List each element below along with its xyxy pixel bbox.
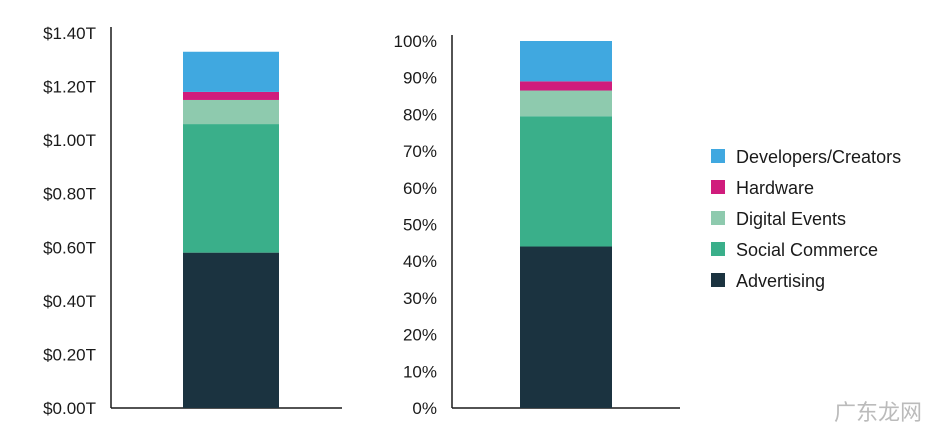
bar-segment-social-commerce [183, 124, 279, 253]
legend-label: Social Commerce [736, 240, 878, 260]
bar-segment-social-commerce [520, 116, 612, 247]
bar-segment-advertising [520, 246, 612, 408]
watermark: 广东龙网 [834, 401, 922, 426]
y-tick-label: 20% [403, 326, 437, 345]
y-tick-label: 90% [403, 69, 437, 88]
y-tick-label: 70% [403, 142, 437, 161]
bar-segment-digital-events [183, 99, 279, 125]
y-tick-label: $1.00T [43, 131, 96, 150]
bar-segment-developers-creators [520, 41, 612, 82]
y-tick-label: $1.20T [43, 78, 96, 97]
legend-label: Advertising [736, 271, 825, 291]
y-tick-label: 50% [403, 216, 437, 235]
legend-label: Digital Events [736, 209, 846, 229]
y-tick-label: $0.20T [43, 345, 96, 364]
legend-label: Hardware [736, 178, 814, 198]
bar-segment-advertising [183, 252, 279, 408]
chart-absolute-value: $0.00T $0.20T $0.40T $0.60T $0.80T $1.00T $1.2… [43, 24, 342, 418]
y-tick-label: 80% [403, 105, 437, 124]
y-tick-label: 30% [403, 289, 437, 308]
bar-segment-hardware [520, 81, 612, 91]
bar-segment-digital-events [520, 90, 612, 117]
legend-swatch [711, 180, 725, 194]
legend-swatch [711, 273, 725, 287]
y-tick-label: $0.80T [43, 185, 96, 204]
bar-segment-hardware [183, 91, 279, 100]
y-tick-label: $0.00T [43, 399, 96, 418]
legend-swatch [711, 242, 725, 256]
y-tick-label: 10% [403, 362, 437, 381]
legend-label: Developers/Creators [736, 147, 901, 167]
bar-segment-developers-creators [183, 51, 279, 92]
y-tick-label: 100% [394, 32, 437, 51]
y-tick-label: $0.40T [43, 292, 96, 311]
y-tick-label: $1.40T [43, 24, 96, 43]
legend-swatch [711, 211, 725, 225]
chart-percent-share: 0% 10% 20% 30% 40% 50% 60% 70% 80% 90% 100% [394, 32, 680, 418]
y-tick-label: 60% [403, 179, 437, 198]
y-tick-label: 40% [403, 252, 437, 271]
legend: Developers/Creators Hardware Digital Event… [711, 147, 901, 291]
legend-swatch [711, 149, 725, 163]
y-tick-label: $0.60T [43, 238, 96, 257]
y-tick-label: 0% [412, 399, 437, 418]
